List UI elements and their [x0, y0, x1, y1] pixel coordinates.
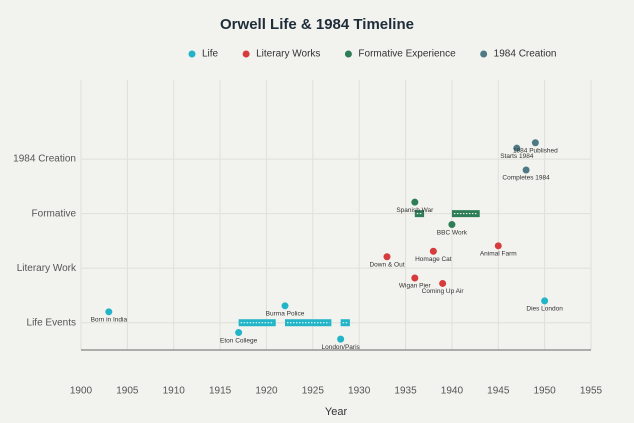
x-tick-label: 1900: [70, 386, 93, 397]
point: [281, 302, 289, 310]
point-label: Animal Farm: [480, 251, 517, 258]
point: [439, 279, 447, 287]
point-label: Eton College: [220, 337, 258, 344]
point: [541, 297, 549, 305]
point: [522, 166, 530, 174]
duration-bar: [238, 319, 276, 327]
x-tick-label: 1935: [394, 386, 417, 397]
point-label: 1984 Published: [513, 147, 558, 154]
point: [494, 242, 502, 250]
x-axis-label: Year: [325, 406, 348, 418]
point: [337, 335, 345, 343]
duration-bar: [340, 319, 350, 327]
point-label: Starts 1984: [500, 153, 534, 160]
y-tick-label: Formative: [32, 208, 77, 219]
point: [383, 253, 391, 261]
x-tick-label: 1920: [255, 386, 278, 397]
legend-label: Formative Experience: [358, 49, 456, 60]
point-label: BBC Work: [437, 229, 468, 236]
point-label: London/Paris: [321, 344, 360, 351]
duration-bar: [414, 210, 425, 218]
point: [531, 139, 539, 147]
point: [411, 198, 419, 206]
point-label: Dies London: [526, 306, 563, 313]
point-label: Down & Out: [369, 261, 404, 268]
x-tick-label: 1905: [116, 386, 139, 397]
legend-marker: [188, 50, 196, 58]
point: [105, 308, 113, 316]
duration-bar: [451, 210, 480, 218]
legend-marker: [480, 50, 488, 58]
x-tick-label: 1925: [302, 386, 325, 397]
legend-label: Literary Works: [256, 49, 320, 60]
x-tick-label: 1930: [348, 386, 371, 397]
x-tick-label: 1950: [534, 386, 557, 397]
point: [429, 247, 437, 255]
legend-marker: [242, 50, 250, 58]
x-tick-label: 1955: [580, 386, 603, 397]
point-label: Coming Up Air: [422, 288, 465, 295]
x-tick-label: 1940: [441, 386, 464, 397]
y-tick-label: Life Events: [27, 317, 76, 328]
point-label: Wigan Pier: [399, 283, 432, 290]
point-label: Homage Cat: [415, 256, 452, 263]
point-label: Completes 1984: [502, 175, 550, 182]
point-label: Spanish War: [396, 207, 434, 214]
legend-marker: [344, 50, 352, 58]
x-tick-label: 1910: [163, 386, 186, 397]
point-label: Born in India: [91, 317, 128, 324]
x-tick-label: 1915: [209, 386, 232, 397]
y-tick-label: 1984 Creation: [13, 154, 76, 165]
y-tick-label: Literary Work: [17, 263, 77, 274]
point-label: Burma Police: [266, 311, 305, 318]
legend-label: Life: [202, 49, 219, 60]
x-tick-label: 1945: [487, 386, 510, 397]
point: [411, 274, 419, 282]
chart-title: Orwell Life & 1984 Timeline: [220, 16, 414, 33]
point: [235, 329, 243, 337]
legend-label: 1984 Creation: [494, 49, 557, 60]
point: [513, 144, 521, 152]
point: [448, 221, 456, 229]
